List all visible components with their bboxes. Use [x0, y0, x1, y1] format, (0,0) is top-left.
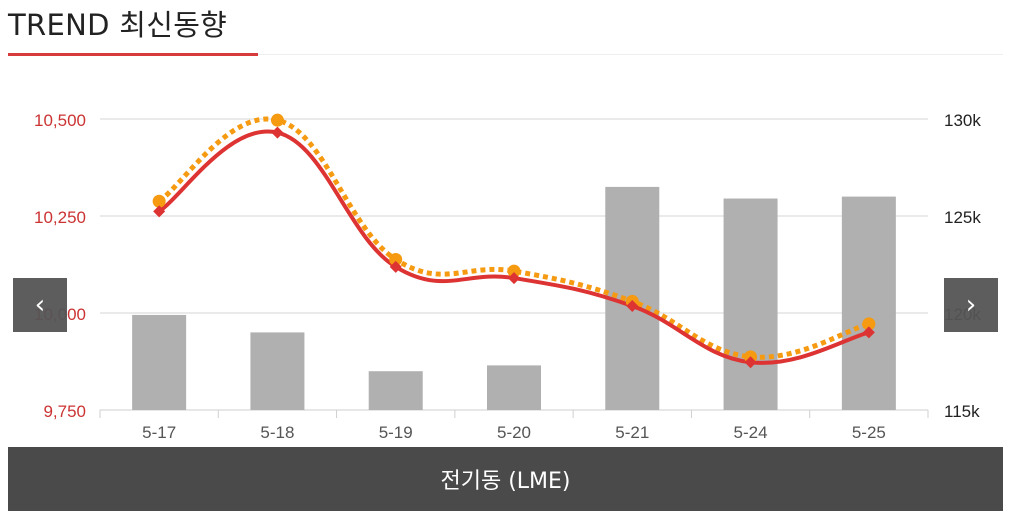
right-axis-tick: 125k — [944, 208, 981, 227]
bar-series — [132, 186, 896, 410]
bar — [250, 332, 305, 410]
bar — [723, 198, 778, 410]
next-button[interactable]: › — [944, 278, 998, 332]
point-circle — [507, 264, 521, 278]
title-underline — [8, 53, 258, 56]
footer-label: 전기동 (LME) — [440, 469, 571, 494]
page-title: TREND 최신동향 — [8, 8, 228, 42]
chevron-right-icon: › — [965, 290, 977, 320]
point-diamond — [626, 300, 639, 313]
x-axis-tick: 5-25 — [852, 423, 886, 440]
x-axis-tick: 5-20 — [497, 423, 531, 440]
point-diamond — [389, 260, 402, 273]
bar — [841, 196, 896, 410]
left-axis-tick: 10,250 — [34, 208, 86, 227]
right-axis-tick: 130k — [944, 111, 981, 130]
header-divider — [258, 54, 1003, 55]
point-diamond — [508, 272, 520, 285]
bar — [487, 365, 541, 410]
x-axis-tick: 5-24 — [734, 423, 768, 440]
line-markers — [152, 113, 876, 369]
left-axis-tick: 9,750 — [43, 402, 86, 421]
point-circle — [152, 194, 166, 208]
line-secondary — [157, 116, 870, 360]
point-circle — [389, 252, 403, 266]
x-axis-tick: 5-18 — [260, 423, 294, 440]
prev-button[interactable]: ‹ — [13, 278, 67, 332]
footer-bar: 전기동 (LME) — [8, 447, 1003, 511]
x-axis-tick: 5-19 — [379, 423, 413, 440]
left-axis-tick: 10,500 — [34, 111, 86, 130]
header: TREND 최신동향 — [0, 0, 1011, 58]
x-axis-tick: 5-21 — [615, 423, 649, 440]
point-diamond — [153, 205, 166, 218]
point-diamond — [271, 126, 284, 139]
x-axis-tick: 5-17 — [142, 423, 176, 440]
right-axis-tick: 115k — [944, 402, 980, 421]
point-diamond — [862, 326, 875, 339]
chevron-left-icon: ‹ — [34, 290, 46, 320]
bar — [132, 314, 187, 410]
trend-chart: 9,75010,00010,25010,500115k120k125k130k5… — [34, 111, 981, 440]
point-circle — [270, 113, 284, 127]
point-diamond — [744, 356, 757, 369]
bar — [368, 371, 423, 410]
point-circle — [862, 317, 876, 331]
